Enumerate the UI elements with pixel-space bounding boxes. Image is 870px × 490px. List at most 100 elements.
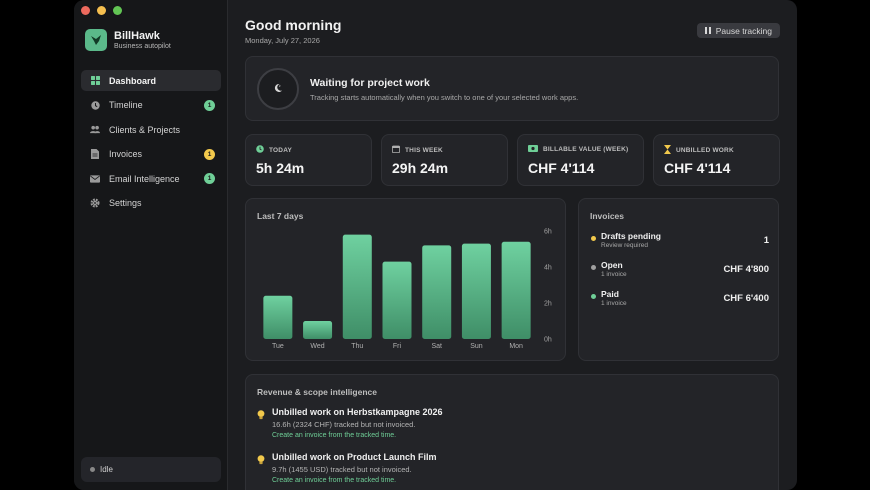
calendar-icon: [392, 145, 400, 155]
stat-value: 29h 24m: [392, 160, 449, 176]
main-content: Good morning Monday, July 27, 2026 Pause…: [228, 0, 797, 490]
y-tick-label: 4h: [544, 265, 552, 272]
close-window-button[interactable]: [81, 6, 90, 15]
people-icon: [90, 125, 100, 135]
tracking-ring: z: [257, 68, 299, 110]
chart-title: Last 7 days: [257, 211, 304, 221]
brand-name: BillHawk: [114, 30, 160, 42]
revenue-intelligence-card: Revenue & scope intelligence Unbilled wo…: [245, 374, 779, 490]
window-controls: [81, 6, 122, 15]
clock-icon: [90, 100, 100, 110]
sidebar-item-dashboard[interactable]: Dashboard: [81, 70, 221, 91]
minimize-window-button[interactable]: [97, 6, 106, 15]
bar-chart: 0h 2h 4h 6h Tue Wed Thu Fri Sat Sun Mon: [263, 229, 552, 350]
stat-card-today: TODAY 5h 24m: [245, 134, 372, 186]
app-window: BillHawk Business autopilot Dashboard Ti…: [74, 0, 797, 490]
sidebar-item-label: Invoices: [109, 149, 143, 160]
lightbulb-icon: [257, 452, 265, 470]
sidebar-item-label: Settings: [109, 198, 142, 209]
invoice-row-name: Open: [601, 260, 623, 270]
y-tick-label: 2h: [544, 301, 552, 308]
chart-bar-wed[interactable]: [303, 321, 333, 339]
invoice-row-name: Paid: [601, 289, 619, 299]
svg-text:z: z: [279, 84, 281, 88]
x-tick-label: Fri: [393, 343, 402, 350]
email-count-badge: 1: [204, 173, 215, 185]
x-tick-label: Mon: [509, 343, 523, 350]
sidebar-item-label: Clients & Projects: [109, 124, 181, 135]
sidebar-item-label: Dashboard: [109, 75, 157, 86]
grid-icon: [90, 76, 100, 86]
invoice-row-drafts[interactable]: Drafts pending Review required 1: [591, 231, 769, 253]
tracking-status-label: Idle: [100, 465, 113, 474]
invoice-row-name: Drafts pending: [601, 231, 661, 241]
envelope-icon: [90, 174, 100, 184]
sidebar-nav: Dashboard Timeline 1 Clients & Projects: [81, 70, 221, 218]
stat-label-row: UNBILLED WORK: [664, 145, 734, 156]
revenue-item-detail: 9.7h (1455 USD) tracked but not invoiced…: [272, 465, 412, 474]
x-tick-label: Tue: [272, 343, 284, 350]
zoom-window-button[interactable]: [113, 6, 122, 15]
sidebar-item-clients-projects[interactable]: Clients & Projects: [81, 119, 221, 140]
revenue-item-title: Unbilled work on Product Launch Film: [272, 452, 437, 462]
invoices-title: Invoices: [590, 211, 625, 221]
invoice-row-value: 1: [763, 235, 769, 246]
cash-icon: [528, 145, 538, 154]
page-title: Good morning: [245, 17, 342, 33]
waiting-subtitle: Tracking starts automatically when you s…: [310, 93, 579, 102]
status-dot-icon: [591, 294, 596, 299]
moon-icon: z: [273, 80, 283, 98]
pause-tracking-button[interactable]: Pause tracking: [696, 23, 780, 38]
status-dot-icon: [591, 265, 596, 270]
stat-label: UNBILLED WORK: [676, 147, 734, 154]
chart-bar-sat[interactable]: [422, 245, 452, 339]
sidebar: BillHawk Business autopilot Dashboard Ti…: [74, 0, 228, 490]
stat-card-billable-value: BILLABLE VALUE (WEEK) CHF 4'114: [517, 134, 644, 186]
pause-tracking-label: Pause tracking: [715, 25, 772, 36]
brand: BillHawk Business autopilot: [85, 29, 171, 51]
invoices-count-badge: 1: [204, 148, 215, 160]
chart-bar-thu[interactable]: [342, 234, 372, 339]
chart-bar-mon[interactable]: [501, 241, 531, 339]
x-tick-label: Thu: [351, 343, 363, 350]
invoice-row-paid[interactable]: Paid 1 invoice CHF 6'400: [591, 289, 769, 311]
waiting-title: Waiting for project work: [310, 77, 430, 89]
stat-value: CHF 4'114: [528, 160, 595, 176]
x-tick-label: Sun: [470, 343, 483, 350]
chart-bar-fri[interactable]: [382, 261, 412, 339]
sidebar-item-email-intelligence[interactable]: Email Intelligence 1: [81, 168, 221, 189]
sidebar-item-label: Timeline: [109, 100, 143, 111]
sidebar-item-invoices[interactable]: Invoices 1: [81, 144, 221, 165]
tracking-status: Idle: [81, 457, 221, 482]
stat-label: TODAY: [269, 146, 293, 154]
current-date: Monday, July 27, 2026: [245, 36, 320, 45]
lightbulb-icon: [257, 407, 265, 425]
invoice-row-sub: Review required: [601, 242, 648, 249]
revenue-item-detail: 16.6h (2324 CHF) tracked but not invoice…: [272, 420, 416, 429]
create-invoice-link[interactable]: Create an invoice from the tracked time.: [272, 432, 397, 439]
sidebar-item-settings[interactable]: Settings: [81, 193, 221, 214]
hourglass-icon: [664, 145, 671, 156]
status-dot-icon: [90, 467, 95, 472]
create-invoice-link[interactable]: Create an invoice from the tracked time.: [272, 477, 397, 484]
x-tick-label: Sat: [431, 343, 442, 350]
stat-card-unbilled-work: UNBILLED WORK CHF 4'114: [653, 134, 780, 186]
sidebar-item-timeline[interactable]: Timeline 1: [81, 95, 221, 116]
gear-icon: [90, 198, 100, 208]
invoice-row-open[interactable]: Open 1 invoice CHF 4'800: [591, 260, 769, 282]
clock-icon: [256, 145, 264, 155]
revenue-title: Revenue & scope intelligence: [257, 387, 377, 397]
pause-icon: [704, 26, 711, 36]
chart-bar-sun[interactable]: [461, 243, 491, 339]
invoice-row-value: CHF 6'400: [723, 293, 769, 304]
x-tick-label: Wed: [310, 343, 324, 350]
stat-label-row: BILLABLE VALUE (WEEK): [528, 145, 628, 154]
stat-value: 5h 24m: [256, 160, 305, 176]
stat-label-row: TODAY: [256, 145, 292, 155]
status-dot-icon: [591, 236, 596, 241]
y-tick-label: 6h: [544, 229, 552, 236]
y-tick-label: 0h: [544, 337, 552, 344]
chart-bar-tue[interactable]: [263, 295, 293, 339]
invoice-row-sub: 1 invoice: [601, 271, 627, 278]
brand-tagline: Business autopilot: [114, 43, 171, 50]
